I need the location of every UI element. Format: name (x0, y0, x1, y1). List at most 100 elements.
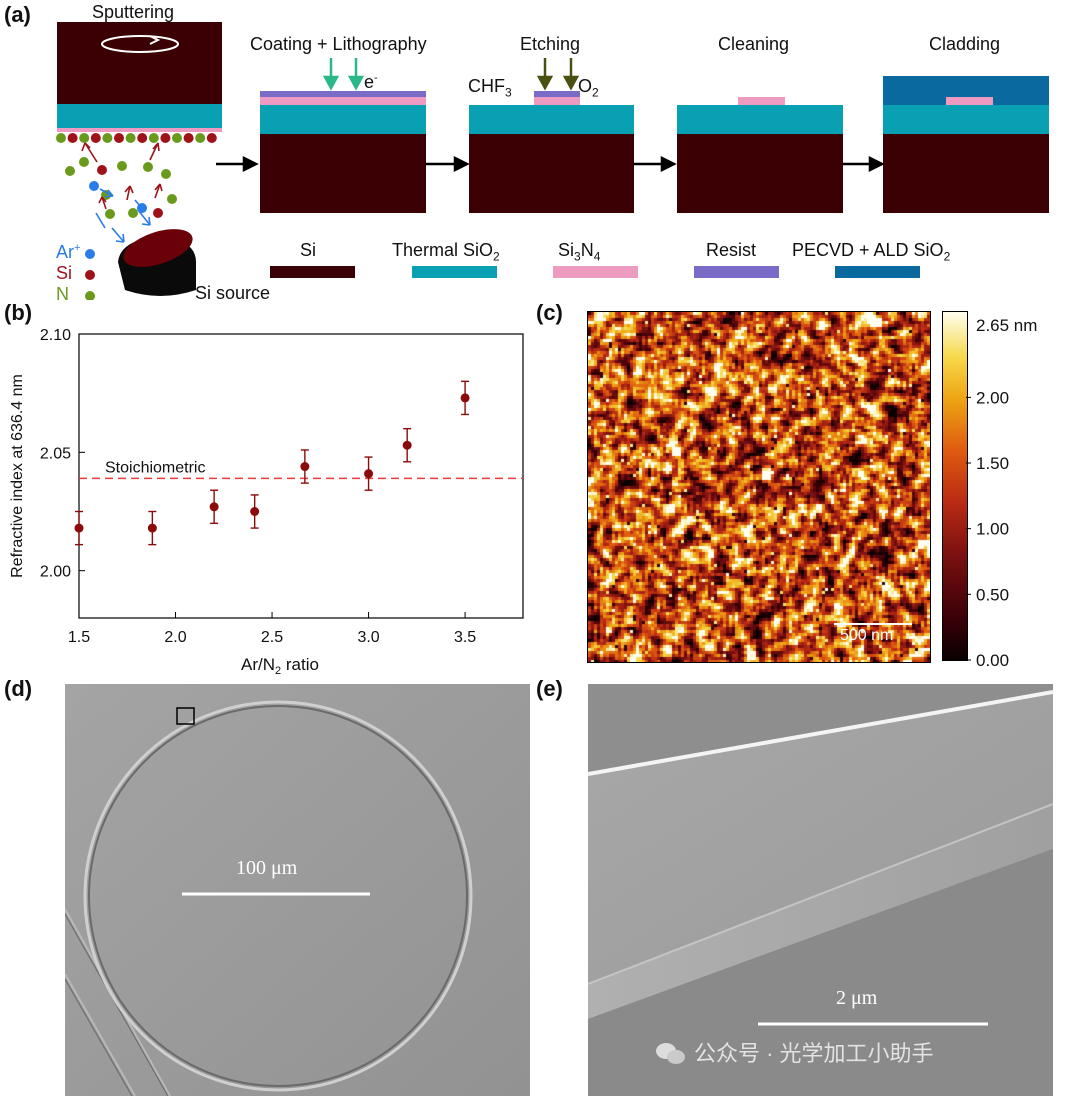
etching-resist-strip (534, 91, 580, 97)
si-source-label: Si source (195, 283, 271, 303)
etching-arrow-icon (536, 58, 580, 91)
deposited-atom (114, 133, 124, 143)
panel-label-a: (a) (4, 2, 31, 27)
x-ticks: 1.5 2.0 2.5 3.0 3.5 (68, 612, 476, 646)
afm-scale-bar (834, 623, 912, 625)
panel-label-b: (b) (4, 300, 33, 325)
process-arrows (216, 58, 885, 173)
deposited-atom (67, 133, 78, 143)
data-point (74, 523, 84, 533)
wechat-icon (656, 1043, 686, 1065)
deposited-atom (137, 133, 148, 143)
data-point (460, 393, 470, 403)
cladding-sio2-layer (883, 105, 1049, 134)
sem-zoom-image: 2 μm 公众号 · 光学加工小助手 (588, 684, 1053, 1096)
stoichiometric-label: Stoichiometric (105, 459, 205, 476)
x-tick-label: 2.5 (261, 629, 283, 646)
si-species-label: Si (56, 263, 73, 283)
x-tick-label: 1.5 (68, 629, 90, 646)
chf3-label: CHF3 (468, 76, 512, 100)
colorbar-axis: 0.00 0.50 1.00 1.50 2.00 2.65 nm (966, 316, 1037, 670)
ring-resonator (83, 700, 473, 1092)
legend-si3n4-swatch (553, 266, 638, 278)
si-source-cylinder-icon (118, 229, 196, 296)
y-ticks: 2.00 2.05 2.10 (40, 327, 85, 581)
colorbar-tick-label: 1.50 (976, 454, 1009, 473)
y-tick-label: 2.00 (40, 564, 71, 581)
legend-thermal-label: Thermal SiO2 (392, 240, 500, 264)
plot-frame (78, 333, 524, 619)
watermark: 公众号 · 光学加工小助手 (656, 1036, 934, 1068)
afm-image: 500 nm (587, 311, 931, 663)
legend-pecvd-label: PECVD + ALD SiO2 (792, 240, 951, 264)
deposited-atom (148, 133, 159, 143)
y-axis-label: Refractive index at 636.4 nm (9, 374, 26, 578)
data-points (74, 380, 470, 546)
sputter-sio2-layer (57, 104, 222, 128)
data-point (250, 507, 260, 516)
y-tick-label: 2.10 (40, 327, 71, 344)
x-tick-label: 2.0 (164, 629, 186, 646)
panel-label-d: (d) (4, 676, 33, 701)
legend-si3n4-label: Si3N4 (558, 240, 601, 264)
legend-si-swatch (270, 266, 355, 278)
n-species-label: N (56, 284, 69, 304)
legend-resist-swatch (694, 266, 779, 278)
deposited-atom (79, 133, 90, 143)
deposited-atom (102, 133, 113, 143)
deposited-atom (160, 133, 171, 143)
data-point (147, 523, 157, 533)
panel-label-e: (e) (536, 676, 563, 701)
colorbar (942, 311, 968, 661)
data-point (209, 502, 219, 512)
deposited-atom (172, 133, 182, 143)
data-point (364, 469, 374, 479)
panel-label-c: (c) (536, 300, 563, 325)
electron-label: e- (364, 72, 378, 92)
step-cladding-label: Cladding (929, 34, 1001, 54)
sputtering-title: Sputtering (92, 2, 175, 22)
refractive-index-chart: 1.5 2.0 2.5 3.0 3.5 2.00 2.05 2.10 Stoichiomet… (9, 327, 524, 677)
deposited-atom (125, 133, 136, 143)
etching-si3n4-strip (534, 97, 580, 105)
afm-heightmap (588, 312, 930, 662)
colorbar-tick-label: 2.00 (976, 388, 1009, 407)
colorbar-tick-label: 0.00 (976, 651, 1009, 670)
deposited-atom (183, 133, 194, 143)
coating-sio2-layer (260, 105, 426, 134)
colorbar-max-label: 2.65 nm (976, 316, 1037, 335)
etching-si-substrate (469, 134, 634, 213)
coating-si-substrate (260, 134, 426, 213)
legend-resist-label: Resist (706, 240, 757, 260)
deposited-atom (90, 133, 101, 143)
rotation-arrow-icon (101, 35, 179, 53)
data-point (300, 462, 310, 472)
legend-thermal-swatch (412, 266, 497, 278)
ar-species-label: Ar+ (56, 242, 81, 262)
x-tick-label: 3.5 (454, 629, 476, 646)
cleaning-sio2-layer (677, 105, 843, 134)
coating-si3n4-layer (260, 97, 426, 105)
cladding-si3n4-strip (946, 97, 993, 105)
step-etching-label: Etching (520, 34, 581, 54)
deposited-atom (56, 133, 66, 143)
step-cleaning-label: Cleaning (718, 34, 790, 54)
colorbar-tick-label: 0.50 (976, 585, 1009, 604)
sputter-si3n4-film (57, 128, 222, 132)
legend-si-label: Si (300, 240, 317, 260)
cleaning-si-substrate (677, 134, 843, 213)
cleaning-si3n4-strip (738, 97, 785, 105)
ring-scale-label: 100 μm (236, 857, 298, 879)
n-legend-dot (85, 291, 95, 300)
sem-ring-image: 100 μm (65, 684, 530, 1096)
coating-resist-layer (260, 91, 426, 97)
cladding-si-substrate (883, 134, 1049, 213)
legend-pecvd-swatch (835, 266, 920, 278)
deposited-atoms-row (56, 133, 217, 143)
step-coating-label: Coating + Lithography (250, 34, 427, 54)
etching-sio2-layer (469, 105, 634, 134)
lithography-arrow-icon (322, 58, 365, 91)
afm-scale-label: 500 nm (840, 627, 894, 644)
deposited-atom (206, 133, 217, 143)
o2-label: O2 (578, 76, 599, 100)
